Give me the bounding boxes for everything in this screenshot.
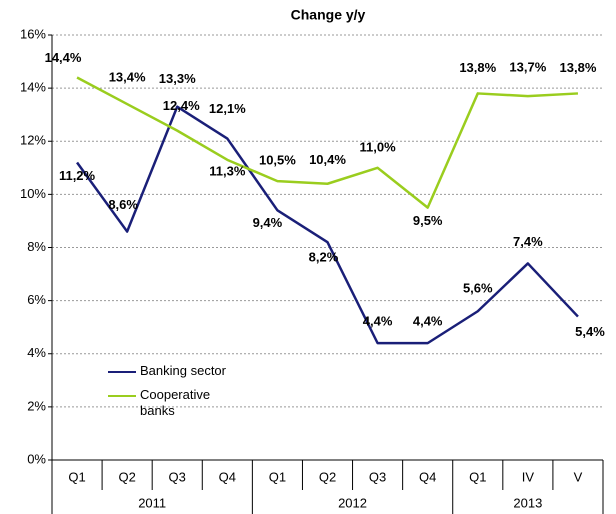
group-label: 2013	[513, 495, 542, 510]
y-tick-label: 8%	[27, 239, 46, 254]
x-tick-label: Q1	[469, 469, 486, 484]
y-tick-label: 6%	[27, 292, 46, 307]
legend-label: Banking sector	[140, 363, 226, 378]
x-tick-label: Q3	[369, 469, 386, 484]
x-tick-label: Q2	[118, 469, 135, 484]
data-label: 9,5%	[413, 213, 443, 228]
y-tick-label: 4%	[27, 345, 46, 360]
data-label: 10,4%	[309, 152, 346, 167]
legend-swatch	[108, 371, 136, 373]
data-label: 13,4%	[109, 70, 146, 85]
data-label: 5,4%	[575, 324, 605, 339]
data-label: 8,6%	[108, 197, 138, 212]
y-tick-label: 0%	[27, 451, 46, 466]
series-line	[76, 105, 579, 345]
data-label: 13,7%	[509, 60, 546, 75]
legend-entry: Cooperative banks	[108, 387, 235, 419]
y-tick-label: 12%	[20, 133, 46, 148]
chart-title: Change y/y	[291, 7, 366, 23]
data-label: 5,6%	[463, 281, 493, 296]
x-tick-label: Q1	[269, 469, 286, 484]
y-tick-label: 14%	[20, 80, 46, 95]
group-label: 2012	[338, 495, 367, 510]
x-tick-label: Q2	[319, 469, 336, 484]
data-label: 13,8%	[459, 60, 496, 75]
data-label: 12,4%	[163, 98, 200, 113]
data-label: 14,4%	[45, 50, 82, 65]
x-tick-label: V	[574, 469, 583, 484]
data-label: 4,4%	[363, 314, 393, 329]
y-tick-label: 2%	[27, 398, 46, 413]
data-label: 13,3%	[159, 71, 196, 86]
data-label: 11,3%	[209, 163, 246, 178]
data-label: 4,4%	[413, 314, 443, 329]
legend: Banking sector Cooperative banks	[108, 363, 235, 427]
x-tick-label: Q3	[169, 469, 186, 484]
x-tick-label: IV	[522, 469, 535, 484]
data-label: 12,1%	[209, 101, 246, 116]
data-label: 9,4%	[253, 215, 283, 230]
legend-label: Cooperative banks	[140, 387, 211, 418]
data-label: 11,2%	[59, 168, 96, 183]
data-label: 7,4%	[513, 234, 543, 249]
data-label: 11,0%	[360, 139, 397, 154]
y-tick-label: 16%	[20, 26, 46, 41]
data-label: 10,5%	[259, 153, 296, 168]
legend-entry: Banking sector	[108, 363, 235, 379]
data-label: 8,2%	[309, 250, 339, 265]
legend-swatch	[108, 395, 136, 397]
x-tick-label: Q4	[419, 469, 436, 484]
x-tick-label: Q1	[68, 469, 85, 484]
group-label: 2011	[138, 495, 166, 510]
y-tick-label: 10%	[20, 186, 46, 201]
data-label: 13,8%	[560, 60, 597, 75]
series-line	[76, 76, 579, 209]
x-tick-label: Q4	[219, 469, 236, 484]
